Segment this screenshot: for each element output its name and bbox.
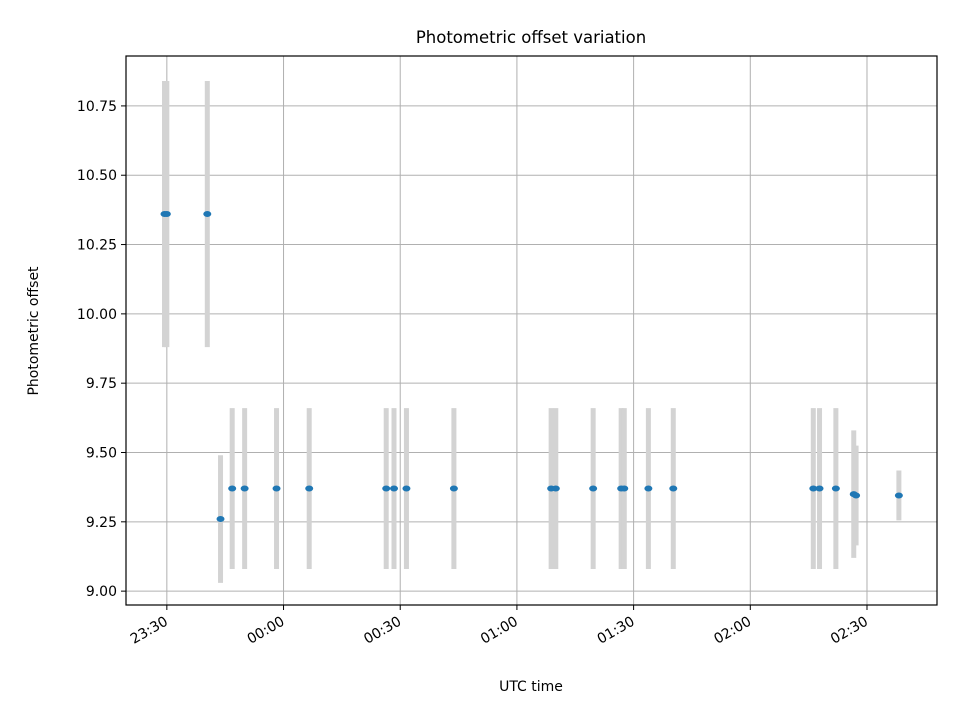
data-point bbox=[894, 492, 903, 499]
x-axis: 23:30 00:00 00:30 01:00 01:30 02:00 02:30 bbox=[128, 605, 871, 648]
data-point bbox=[620, 485, 629, 492]
y-axis: 9.00 9.25 9.50 9.75 10.00 10.25 10.50 10.75 bbox=[77, 99, 126, 600]
data-point bbox=[162, 211, 171, 218]
chart-title: Photometric offset variation bbox=[416, 28, 646, 47]
data-point bbox=[389, 485, 398, 492]
data-point bbox=[305, 485, 314, 492]
data-point bbox=[551, 485, 560, 492]
y-tick-label: 9.00 bbox=[86, 584, 117, 600]
y-tick-label: 10.50 bbox=[77, 168, 117, 184]
data-point bbox=[216, 516, 225, 523]
data-point bbox=[669, 485, 678, 492]
data-point bbox=[402, 485, 411, 492]
data-point bbox=[644, 485, 653, 492]
data-point bbox=[815, 485, 824, 492]
data-point bbox=[272, 485, 281, 492]
x-tick-label: 01:00 bbox=[478, 614, 521, 648]
x-tick-label: 01:30 bbox=[595, 614, 638, 648]
data-point bbox=[852, 492, 861, 499]
grid bbox=[126, 56, 937, 605]
y-tick-label: 10.25 bbox=[77, 238, 117, 254]
data-point bbox=[203, 211, 212, 218]
data-point bbox=[831, 485, 840, 492]
y-axis-label: Photometric offset bbox=[26, 266, 42, 396]
data-point bbox=[589, 485, 598, 492]
data-point bbox=[449, 485, 458, 492]
y-tick-label: 9.75 bbox=[86, 376, 117, 392]
x-axis-label: UTC time bbox=[499, 679, 563, 695]
data-points bbox=[160, 211, 903, 523]
x-tick-label: 23:30 bbox=[128, 614, 171, 648]
x-tick-label: 00:30 bbox=[361, 614, 404, 648]
data-point bbox=[382, 485, 391, 492]
x-tick-label: 02:30 bbox=[828, 614, 871, 648]
x-tick-label: 02:00 bbox=[711, 614, 754, 648]
plot-frame bbox=[125, 55, 938, 606]
y-tick-label: 9.50 bbox=[86, 446, 117, 462]
y-tick-label: 10.75 bbox=[77, 99, 117, 115]
error-bars bbox=[162, 80, 902, 583]
y-tick-label: 10.00 bbox=[77, 307, 117, 323]
x-tick-label: 00:00 bbox=[245, 614, 288, 648]
y-tick-label: 9.25 bbox=[86, 515, 117, 531]
data-point bbox=[240, 485, 249, 492]
data-point bbox=[809, 485, 818, 492]
data-point bbox=[228, 485, 237, 492]
